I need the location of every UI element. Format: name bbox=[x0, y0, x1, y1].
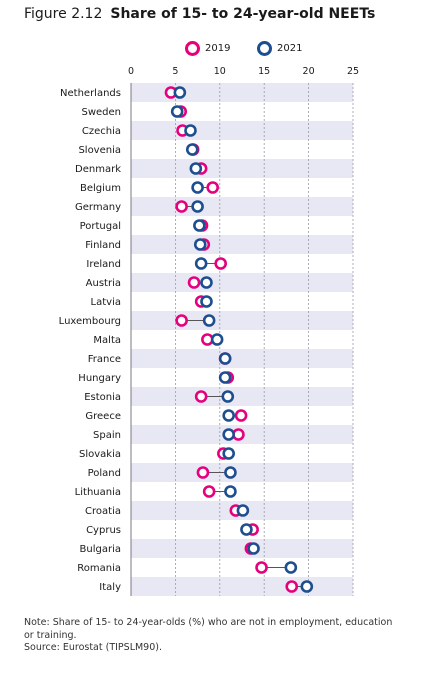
country-label: France bbox=[88, 354, 121, 365]
legend-item-2021: 2021 bbox=[257, 41, 302, 56]
note-source: Source: Eurostat (TIPSLM90). bbox=[24, 642, 162, 653]
country-label: Austria bbox=[86, 278, 121, 289]
note-line-1: Note: Share of 15- to 24-year-olds (%) w… bbox=[24, 617, 393, 628]
row-band bbox=[131, 273, 353, 292]
country-label: Cyprus bbox=[86, 525, 121, 536]
country-label: Italy bbox=[99, 582, 121, 593]
country-label: Lithuania bbox=[75, 487, 121, 498]
figure-number: Figure 2.12 bbox=[24, 6, 103, 22]
chart-legend: 2019 2021 bbox=[0, 41, 430, 59]
country-label: Greece bbox=[85, 411, 121, 422]
marker-2021 bbox=[185, 143, 199, 156]
legend-label-2021: 2021 bbox=[277, 43, 303, 54]
marker-2021 bbox=[236, 504, 250, 517]
country-label: Sweden bbox=[81, 107, 121, 118]
legend-marker-2021 bbox=[257, 41, 272, 56]
marker-2021 bbox=[222, 409, 235, 422]
x-tick-label: 25 bbox=[347, 66, 359, 77]
row-band bbox=[131, 311, 353, 330]
country-label: Ireland bbox=[86, 259, 121, 270]
marker-2021 bbox=[224, 466, 237, 479]
row-band bbox=[131, 235, 353, 254]
country-label: Finland bbox=[85, 240, 121, 251]
row-band bbox=[131, 197, 353, 216]
row-band bbox=[131, 539, 353, 558]
figure-note: Note: Share of 15- to 24-year-olds (%) w… bbox=[24, 617, 414, 655]
country-label: Luxembourg bbox=[59, 316, 121, 327]
country-label: Belgium bbox=[80, 183, 121, 194]
x-tick-label: 15 bbox=[258, 66, 270, 77]
country-label: Malta bbox=[93, 335, 121, 346]
marker-2021 bbox=[200, 276, 213, 289]
marker-2021 bbox=[191, 181, 204, 194]
country-label: Czechia bbox=[82, 126, 121, 137]
marker-2021 bbox=[184, 124, 197, 137]
row-band bbox=[131, 159, 353, 178]
marker-2019 bbox=[196, 466, 210, 479]
country-label: Latvia bbox=[91, 297, 121, 308]
marker-2021 bbox=[221, 390, 235, 403]
marker-2021 bbox=[222, 428, 235, 441]
country-label: Romania bbox=[77, 563, 121, 574]
country-label: Portugal bbox=[80, 221, 121, 232]
marker-2021 bbox=[193, 238, 207, 251]
row-band bbox=[131, 83, 353, 102]
country-label: Estonia bbox=[84, 392, 121, 403]
marker-2019 bbox=[285, 580, 299, 593]
legend-item-2019: 2019 bbox=[185, 41, 230, 56]
marker-2021 bbox=[224, 485, 237, 498]
marker-2019 bbox=[202, 485, 216, 498]
marker-2021 bbox=[173, 86, 187, 99]
marker-2019 bbox=[214, 257, 227, 270]
marker-2019 bbox=[206, 181, 219, 194]
marker-2021 bbox=[240, 523, 253, 536]
marker-2019 bbox=[175, 200, 188, 213]
country-label: Spain bbox=[93, 430, 121, 441]
country-label: Netherlands bbox=[60, 88, 121, 99]
marker-2019 bbox=[234, 409, 248, 422]
marker-2021 bbox=[218, 371, 232, 384]
row-band bbox=[131, 121, 353, 140]
marker-2021 bbox=[191, 200, 204, 213]
marker-2021 bbox=[194, 257, 208, 270]
marker-2021 bbox=[247, 542, 260, 555]
row-band bbox=[131, 577, 353, 596]
marker-2021 bbox=[189, 162, 203, 175]
country-label: Slovakia bbox=[79, 449, 121, 460]
row-band bbox=[131, 349, 353, 368]
marker-2021 bbox=[170, 105, 184, 118]
x-tick-label: 10 bbox=[214, 66, 226, 77]
marker-2021 bbox=[202, 314, 216, 327]
marker-2019 bbox=[187, 276, 201, 289]
legend-label-2019: 2019 bbox=[205, 43, 231, 54]
row-band bbox=[131, 463, 353, 482]
country-label: Poland bbox=[88, 468, 121, 479]
country-label: Denmark bbox=[75, 164, 121, 175]
country-label: Slovenia bbox=[78, 145, 121, 156]
figure-title: Figure 2.12 Share of 15- to 24-year-old N… bbox=[24, 6, 375, 22]
marker-2021 bbox=[200, 295, 213, 308]
x-tick-label: 5 bbox=[172, 66, 178, 77]
marker-2021 bbox=[210, 333, 224, 346]
country-label: Germany bbox=[75, 202, 121, 213]
row-band bbox=[131, 387, 353, 406]
marker-2021 bbox=[222, 447, 235, 460]
country-label: Croatia bbox=[85, 506, 121, 517]
x-tick-label: 0 bbox=[128, 66, 134, 77]
country-label: Bulgaria bbox=[80, 544, 121, 555]
marker-2021 bbox=[193, 219, 206, 232]
marker-2019 bbox=[255, 561, 268, 574]
marker-2021 bbox=[300, 580, 314, 593]
legend-marker-2019 bbox=[185, 41, 200, 56]
marker-2021 bbox=[284, 561, 298, 574]
x-tick-label: 20 bbox=[303, 66, 315, 77]
marker-2019 bbox=[175, 314, 188, 327]
marker-2021 bbox=[218, 352, 232, 365]
figure-title-text: Share of 15- to 24-year-old NEETs bbox=[110, 6, 376, 22]
note-line-2: or training. bbox=[24, 629, 77, 641]
marker-2019 bbox=[194, 390, 208, 403]
country-label: Hungary bbox=[78, 373, 121, 384]
